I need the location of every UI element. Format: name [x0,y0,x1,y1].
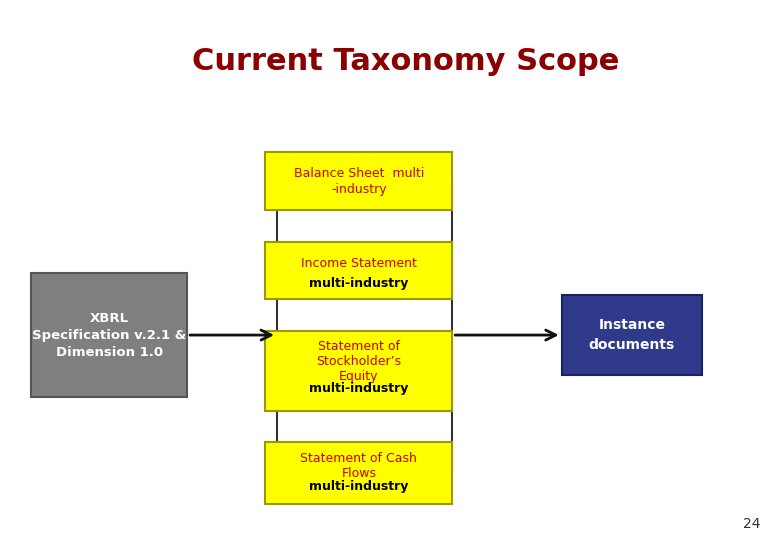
Text: multi-industry: multi-industry [309,276,409,290]
Text: Current Taxonomy Scope: Current Taxonomy Scope [192,47,619,76]
FancyBboxPatch shape [265,241,452,299]
FancyBboxPatch shape [265,152,452,210]
Text: Instance
documents: Instance documents [589,318,675,352]
Text: Balance Sheet  multi
-industry: Balance Sheet multi -industry [293,167,424,196]
Text: Income Statement: Income Statement [301,257,417,270]
Text: XBRL
Specification v.2.1 &
Dimension 1.0: XBRL Specification v.2.1 & Dimension 1.0 [32,312,186,359]
Text: multi-industry: multi-industry [309,481,409,494]
Text: Statement of Cash
Flows: Statement of Cash Flows [300,451,417,480]
Text: multi-industry: multi-industry [309,382,409,395]
FancyBboxPatch shape [31,273,187,397]
Text: Statement of
Stockholder’s
Equity: Statement of Stockholder’s Equity [316,340,402,382]
FancyBboxPatch shape [265,442,452,504]
FancyBboxPatch shape [265,330,452,411]
Text: 24: 24 [743,517,760,531]
FancyBboxPatch shape [562,295,702,375]
